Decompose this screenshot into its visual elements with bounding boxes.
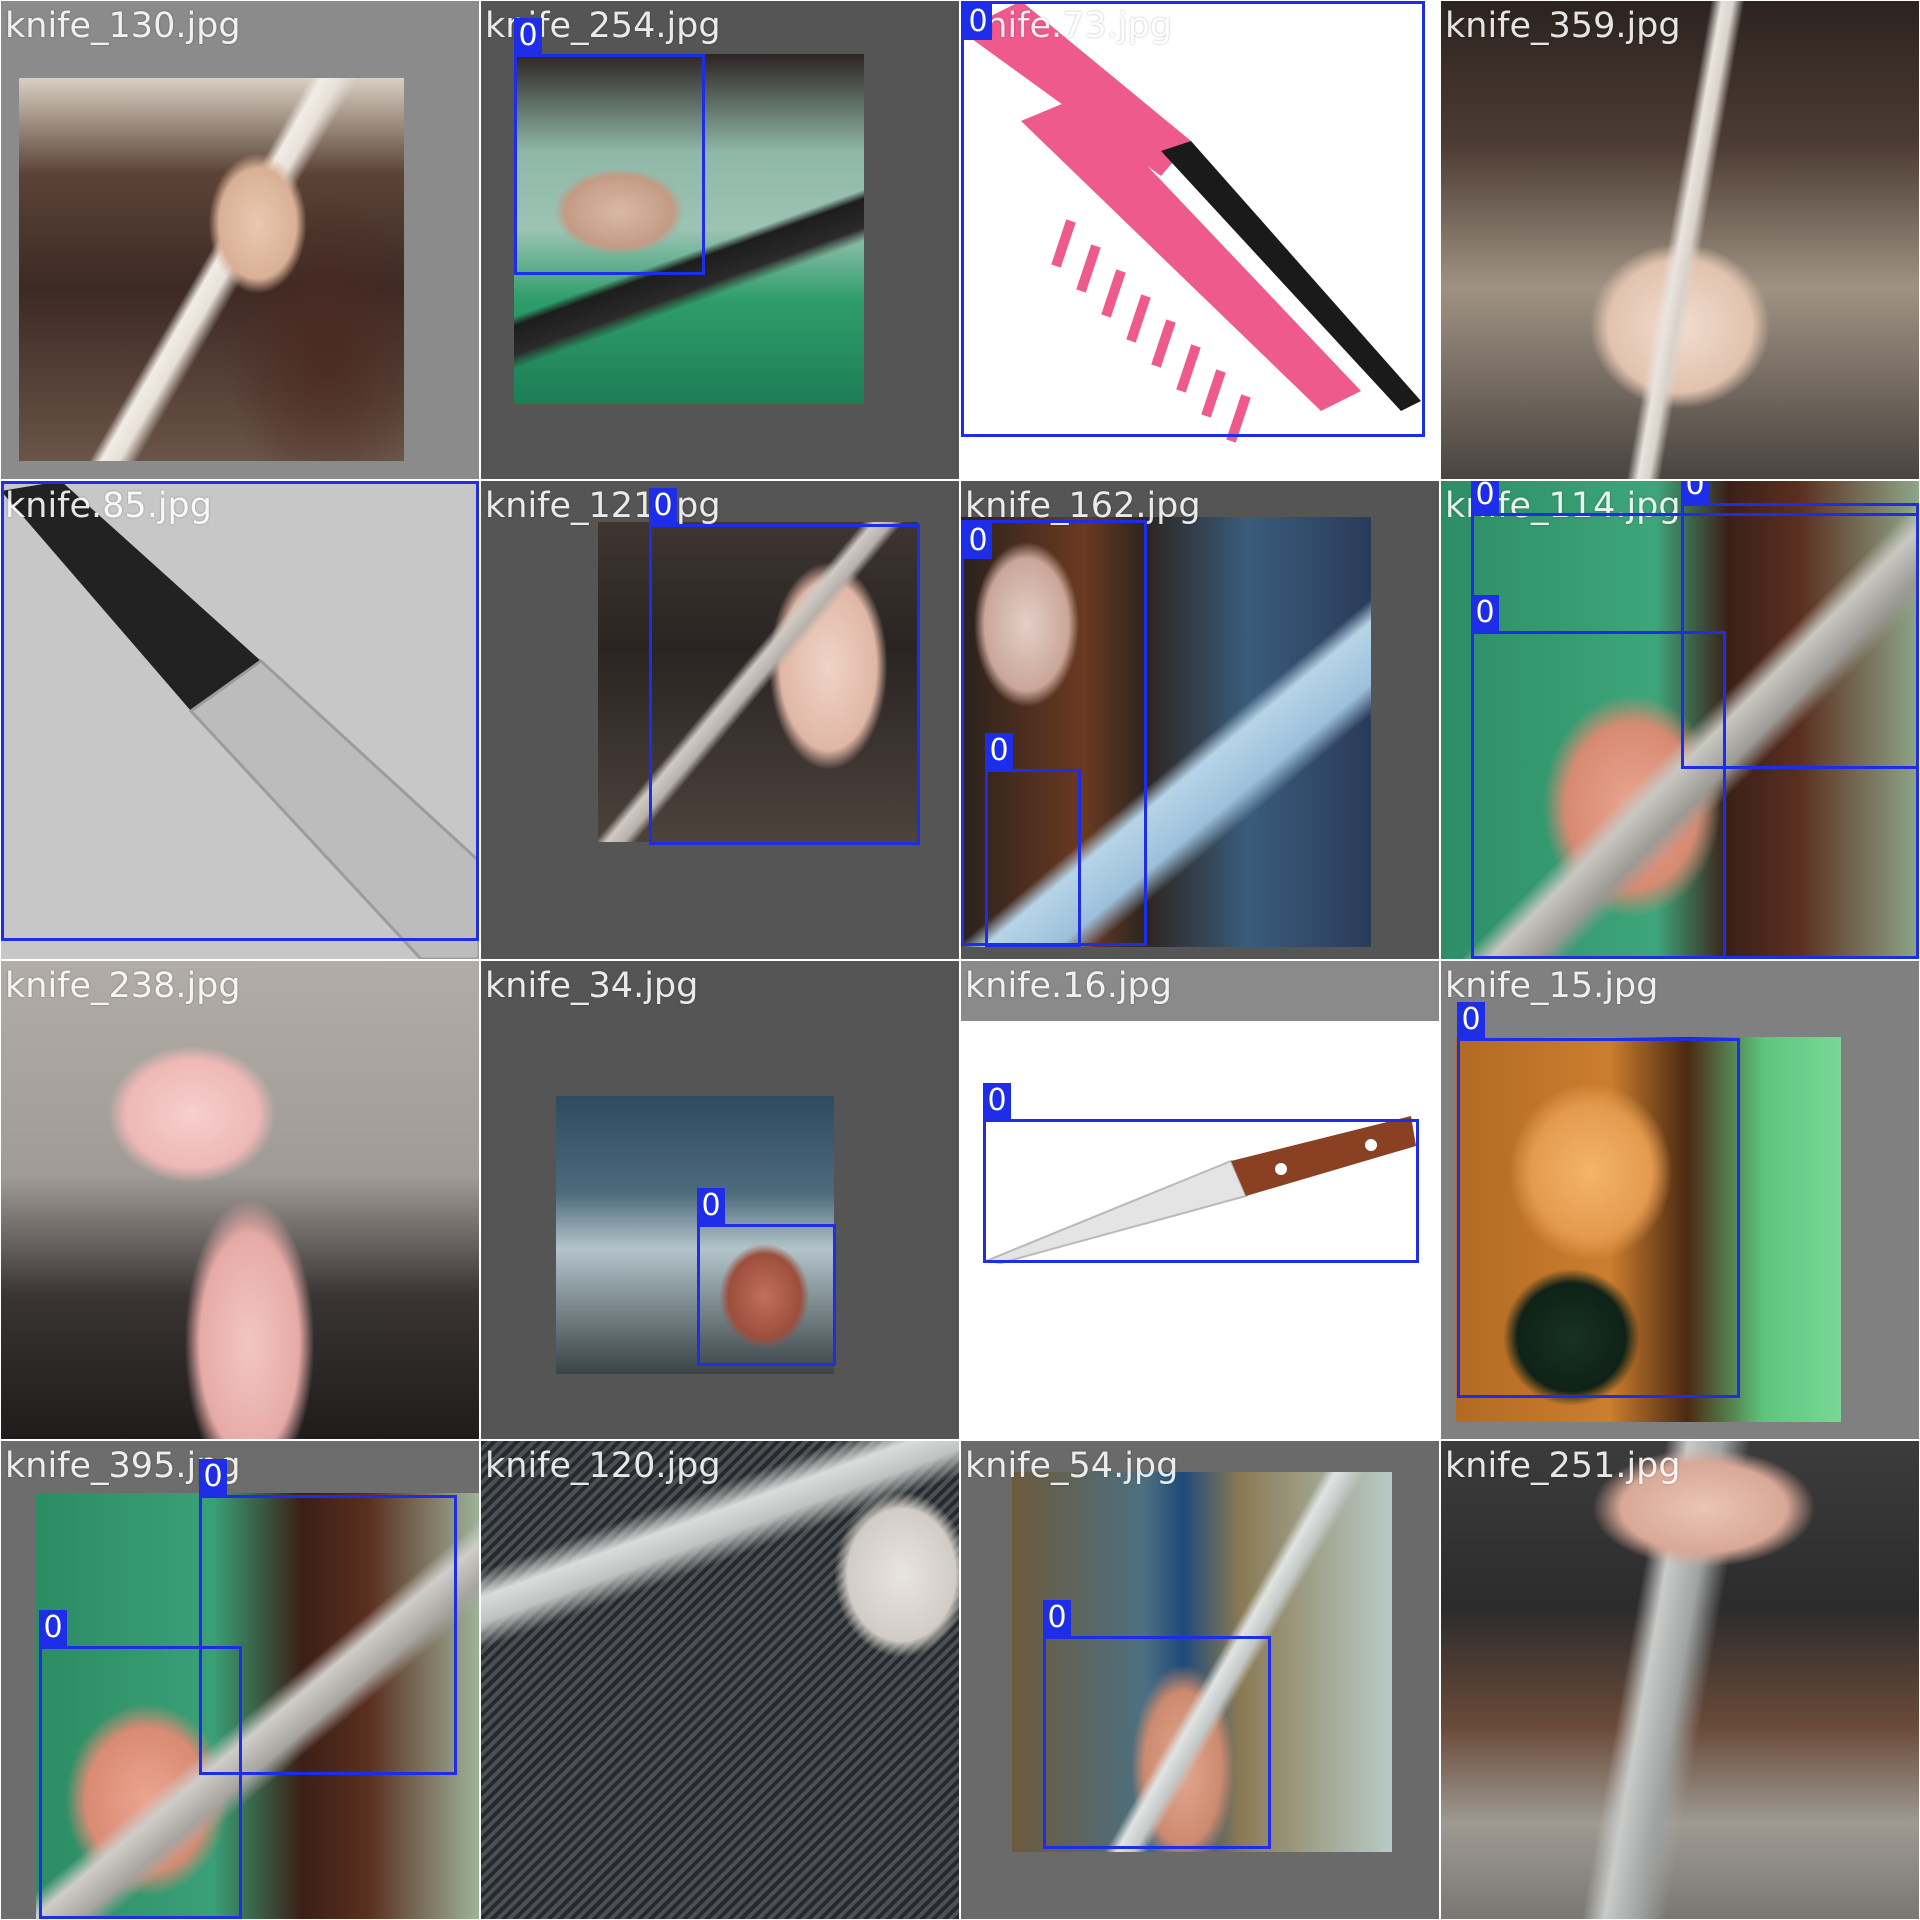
thumbnail (961, 517, 1371, 947)
filename-label: knife.16.jpg (965, 966, 1172, 1006)
class-label: 0 (1471, 595, 1499, 631)
detection-box: 0 (1457, 1002, 1740, 1398)
hunting-knife-illustration (1, 481, 479, 959)
thumbnail (961, 1, 1439, 479)
thumbnail (19, 78, 404, 461)
class-label: 0 (983, 1083, 1011, 1119)
tile-knife-16: 0 knife.16.jpg (961, 961, 1439, 1439)
filename-label: knife_251.jpg (1445, 1446, 1681, 1486)
detection-box: 0 (649, 488, 920, 845)
class-label: 0 (39, 1610, 67, 1646)
detection-box: 0 (1043, 1600, 1271, 1849)
class-label: 0 (964, 523, 992, 559)
tile-knife-34: 0 knife_34.jpg (481, 961, 959, 1439)
tile-knife-162: 0 0 knife_162.jpg (961, 481, 1439, 959)
tile-knife-251: knife_251.jpg (1441, 1441, 1919, 1919)
thumbnail (36, 1493, 479, 1919)
comb-knife-illustration (961, 1, 1421, 443)
filename-label: knife_121.jpg (485, 486, 721, 526)
class-label: 0 (1043, 1600, 1071, 1636)
detection-box: 0 (39, 1610, 242, 1919)
tile-knife-85: 0 knife.85.jpg (1, 481, 479, 959)
tile-knife-114: 0 0 0 knife_114.jpg (1441, 481, 1919, 959)
detection-box: 0 (514, 18, 705, 275)
filename-label: knife_238.jpg (5, 966, 241, 1006)
tile-knife-395: 0 0 knife_395.jpg (1, 1441, 479, 1919)
thumbnail (556, 1096, 834, 1374)
filename-label: knife_130.jpg (5, 6, 241, 46)
class-label: 0 (985, 733, 1013, 769)
class-label: 0 (649, 488, 677, 524)
tile-knife-15: 0 knife_15.jpg (1441, 961, 1919, 1439)
class-label: 0 (514, 18, 542, 54)
tile-knife-254: 0 knife_254.jpg (481, 1, 959, 479)
thumbnail (1012, 1472, 1392, 1852)
filename-label: knife_162.jpg (965, 486, 1201, 526)
class-label: 0 (964, 4, 992, 40)
thumbnail (1441, 481, 1919, 959)
thumbnail (961, 1021, 1439, 1439)
class-label: 0 (1471, 481, 1499, 513)
tile-knife-120: knife_120.jpg (481, 1441, 959, 1919)
thumbnail (514, 54, 864, 404)
thumbnail (481, 1441, 959, 1919)
tile-knife-54: 0 knife_54.jpg (961, 1441, 1439, 1919)
filename-label: knife_359.jpg (1445, 6, 1681, 46)
class-label: 0 (199, 1459, 227, 1495)
detection-box: 0 (1681, 481, 1919, 769)
thumbnail (1456, 1037, 1841, 1422)
filename-label: knife.73.jpg (965, 6, 1172, 46)
thumbnail (1441, 1, 1919, 479)
filename-label: knife_15.jpg (1445, 966, 1659, 1006)
tile-knife-359: knife_359.jpg (1441, 1, 1919, 479)
tile-knife-121: 0 knife_121.jpg (481, 481, 959, 959)
thumbnail (1, 481, 479, 959)
filename-label: knife_120.jpg (485, 1446, 721, 1486)
detection-box: 0 (199, 1459, 457, 1775)
tile-knife-238: knife_238.jpg (1, 961, 479, 1439)
class-label: 0 (697, 1188, 725, 1224)
filename-label: knife.85.jpg (5, 486, 212, 526)
detection-box: 0 (1471, 595, 1726, 959)
detection-box: 0 (985, 733, 1081, 947)
tile-knife-130: knife_130.jpg (1, 1, 479, 479)
detection-box: 0 (983, 1083, 1419, 1263)
filename-label: knife_54.jpg (965, 1446, 1179, 1486)
thumbnail (1, 961, 479, 1439)
detection-box: 0 (961, 1, 1425, 437)
thumbnail (1441, 1441, 1919, 1919)
class-label: 0 (1681, 481, 1709, 503)
class-label: 0 (1457, 1002, 1485, 1038)
detection-box: 0 (1, 481, 479, 941)
detection-box: 0 (697, 1188, 836, 1366)
filename-label: knife_34.jpg (485, 966, 699, 1006)
tile-knife-73: 0 knife.73.jpg (961, 1, 1439, 479)
